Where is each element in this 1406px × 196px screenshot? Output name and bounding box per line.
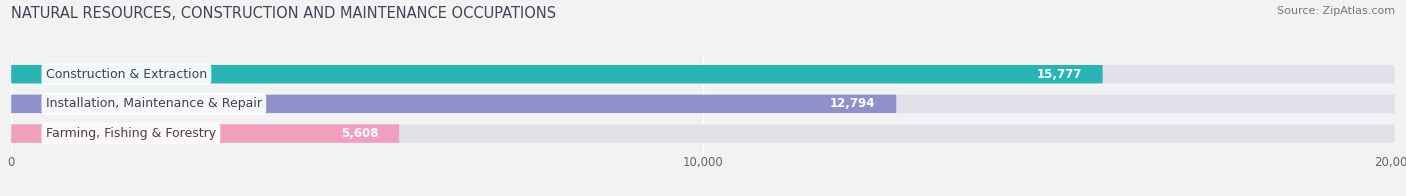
FancyBboxPatch shape xyxy=(11,65,1102,83)
FancyBboxPatch shape xyxy=(11,124,399,143)
Text: Farming, Fishing & Forestry: Farming, Fishing & Forestry xyxy=(46,127,217,140)
Text: NATURAL RESOURCES, CONSTRUCTION AND MAINTENANCE OCCUPATIONS: NATURAL RESOURCES, CONSTRUCTION AND MAIN… xyxy=(11,6,557,21)
Text: Installation, Maintenance & Repair: Installation, Maintenance & Repair xyxy=(46,97,262,110)
FancyBboxPatch shape xyxy=(11,95,1395,113)
FancyBboxPatch shape xyxy=(11,124,1395,143)
Text: 12,794: 12,794 xyxy=(830,97,876,110)
FancyBboxPatch shape xyxy=(11,65,1395,83)
Text: Source: ZipAtlas.com: Source: ZipAtlas.com xyxy=(1277,6,1395,16)
Text: Construction & Extraction: Construction & Extraction xyxy=(46,68,207,81)
FancyBboxPatch shape xyxy=(11,95,896,113)
Text: 15,777: 15,777 xyxy=(1036,68,1081,81)
Text: 5,608: 5,608 xyxy=(340,127,378,140)
